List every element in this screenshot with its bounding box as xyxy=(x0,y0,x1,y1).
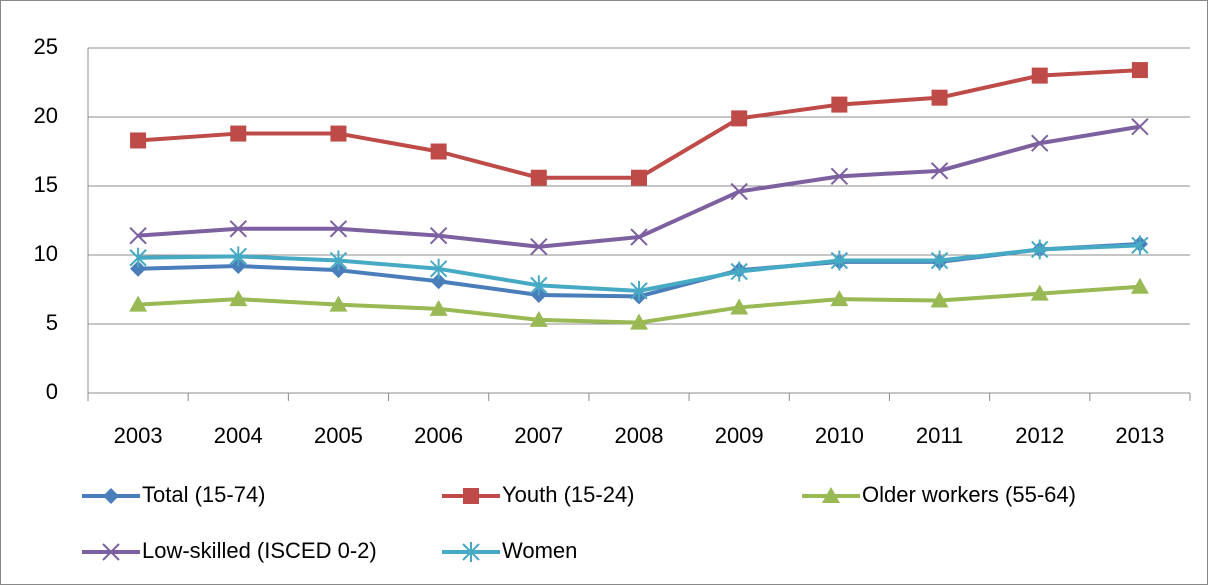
marker xyxy=(1031,134,1049,152)
marker xyxy=(822,487,840,503)
marker xyxy=(329,295,348,312)
marker xyxy=(463,488,479,504)
y-tick-label: 10 xyxy=(34,241,58,266)
marker xyxy=(731,110,748,127)
marker xyxy=(530,275,548,296)
marker xyxy=(1030,284,1049,301)
x-tick-label: 2007 xyxy=(514,423,563,448)
marker xyxy=(930,250,949,271)
y-tick-label: 5 xyxy=(46,310,58,335)
marker xyxy=(1131,117,1149,136)
y-tick-label: 15 xyxy=(34,172,58,197)
marker xyxy=(429,258,448,279)
marker xyxy=(730,182,748,201)
legend-label: Older workers (55-64) xyxy=(862,482,1076,507)
marker xyxy=(229,220,247,238)
x-tick-label: 2006 xyxy=(414,423,463,448)
marker xyxy=(631,169,647,186)
marker xyxy=(130,132,147,149)
marker xyxy=(230,125,247,142)
marker xyxy=(129,295,148,312)
marker xyxy=(430,273,447,290)
marker xyxy=(530,238,548,256)
x-tick-label: 2013 xyxy=(1115,423,1164,448)
x-tick-label: 2003 xyxy=(114,423,163,448)
marker xyxy=(730,298,749,315)
marker xyxy=(831,96,848,113)
marker xyxy=(329,250,348,271)
marker xyxy=(529,310,548,327)
marker xyxy=(1131,62,1148,79)
marker xyxy=(1031,239,1049,260)
x-tick-label: 2008 xyxy=(615,423,664,448)
x-tick-label: 2009 xyxy=(715,423,764,448)
legend-label: Total (15-74) xyxy=(142,482,266,507)
x-tick-label: 2005 xyxy=(314,423,363,448)
marker xyxy=(429,299,448,316)
legend-label: Youth (15-24) xyxy=(502,482,635,507)
marker xyxy=(229,246,247,267)
marker xyxy=(830,250,849,271)
marker xyxy=(1131,235,1149,256)
marker xyxy=(931,89,948,106)
marker xyxy=(930,162,949,180)
marker xyxy=(102,543,120,561)
marker xyxy=(130,260,147,277)
marker xyxy=(1130,277,1149,294)
marker xyxy=(229,290,248,307)
marker xyxy=(730,261,748,282)
marker xyxy=(1031,67,1048,84)
marker xyxy=(129,247,147,268)
x-tick-label: 2012 xyxy=(1015,423,1064,448)
marker xyxy=(129,226,147,245)
marker xyxy=(930,291,949,308)
legend-label: Women xyxy=(502,538,577,563)
legend-label: Low-skilled (ISCED 0-2) xyxy=(142,538,377,563)
marker xyxy=(830,167,849,186)
x-tick-label: 2011 xyxy=(916,423,963,448)
marker xyxy=(429,226,448,245)
marker xyxy=(103,488,119,504)
x-tick-label: 2010 xyxy=(815,423,864,448)
marker xyxy=(430,143,447,160)
y-tick-label: 0 xyxy=(46,379,58,404)
marker xyxy=(630,313,648,330)
marker xyxy=(329,220,348,238)
marker xyxy=(330,125,347,142)
marker xyxy=(630,228,648,246)
marker xyxy=(530,169,547,186)
y-tick-label: 20 xyxy=(34,103,58,128)
marker xyxy=(462,542,480,562)
y-tick-label: 25 xyxy=(34,34,58,59)
x-tick-label: 2004 xyxy=(214,423,263,448)
marker xyxy=(830,290,849,307)
marker xyxy=(630,280,648,301)
